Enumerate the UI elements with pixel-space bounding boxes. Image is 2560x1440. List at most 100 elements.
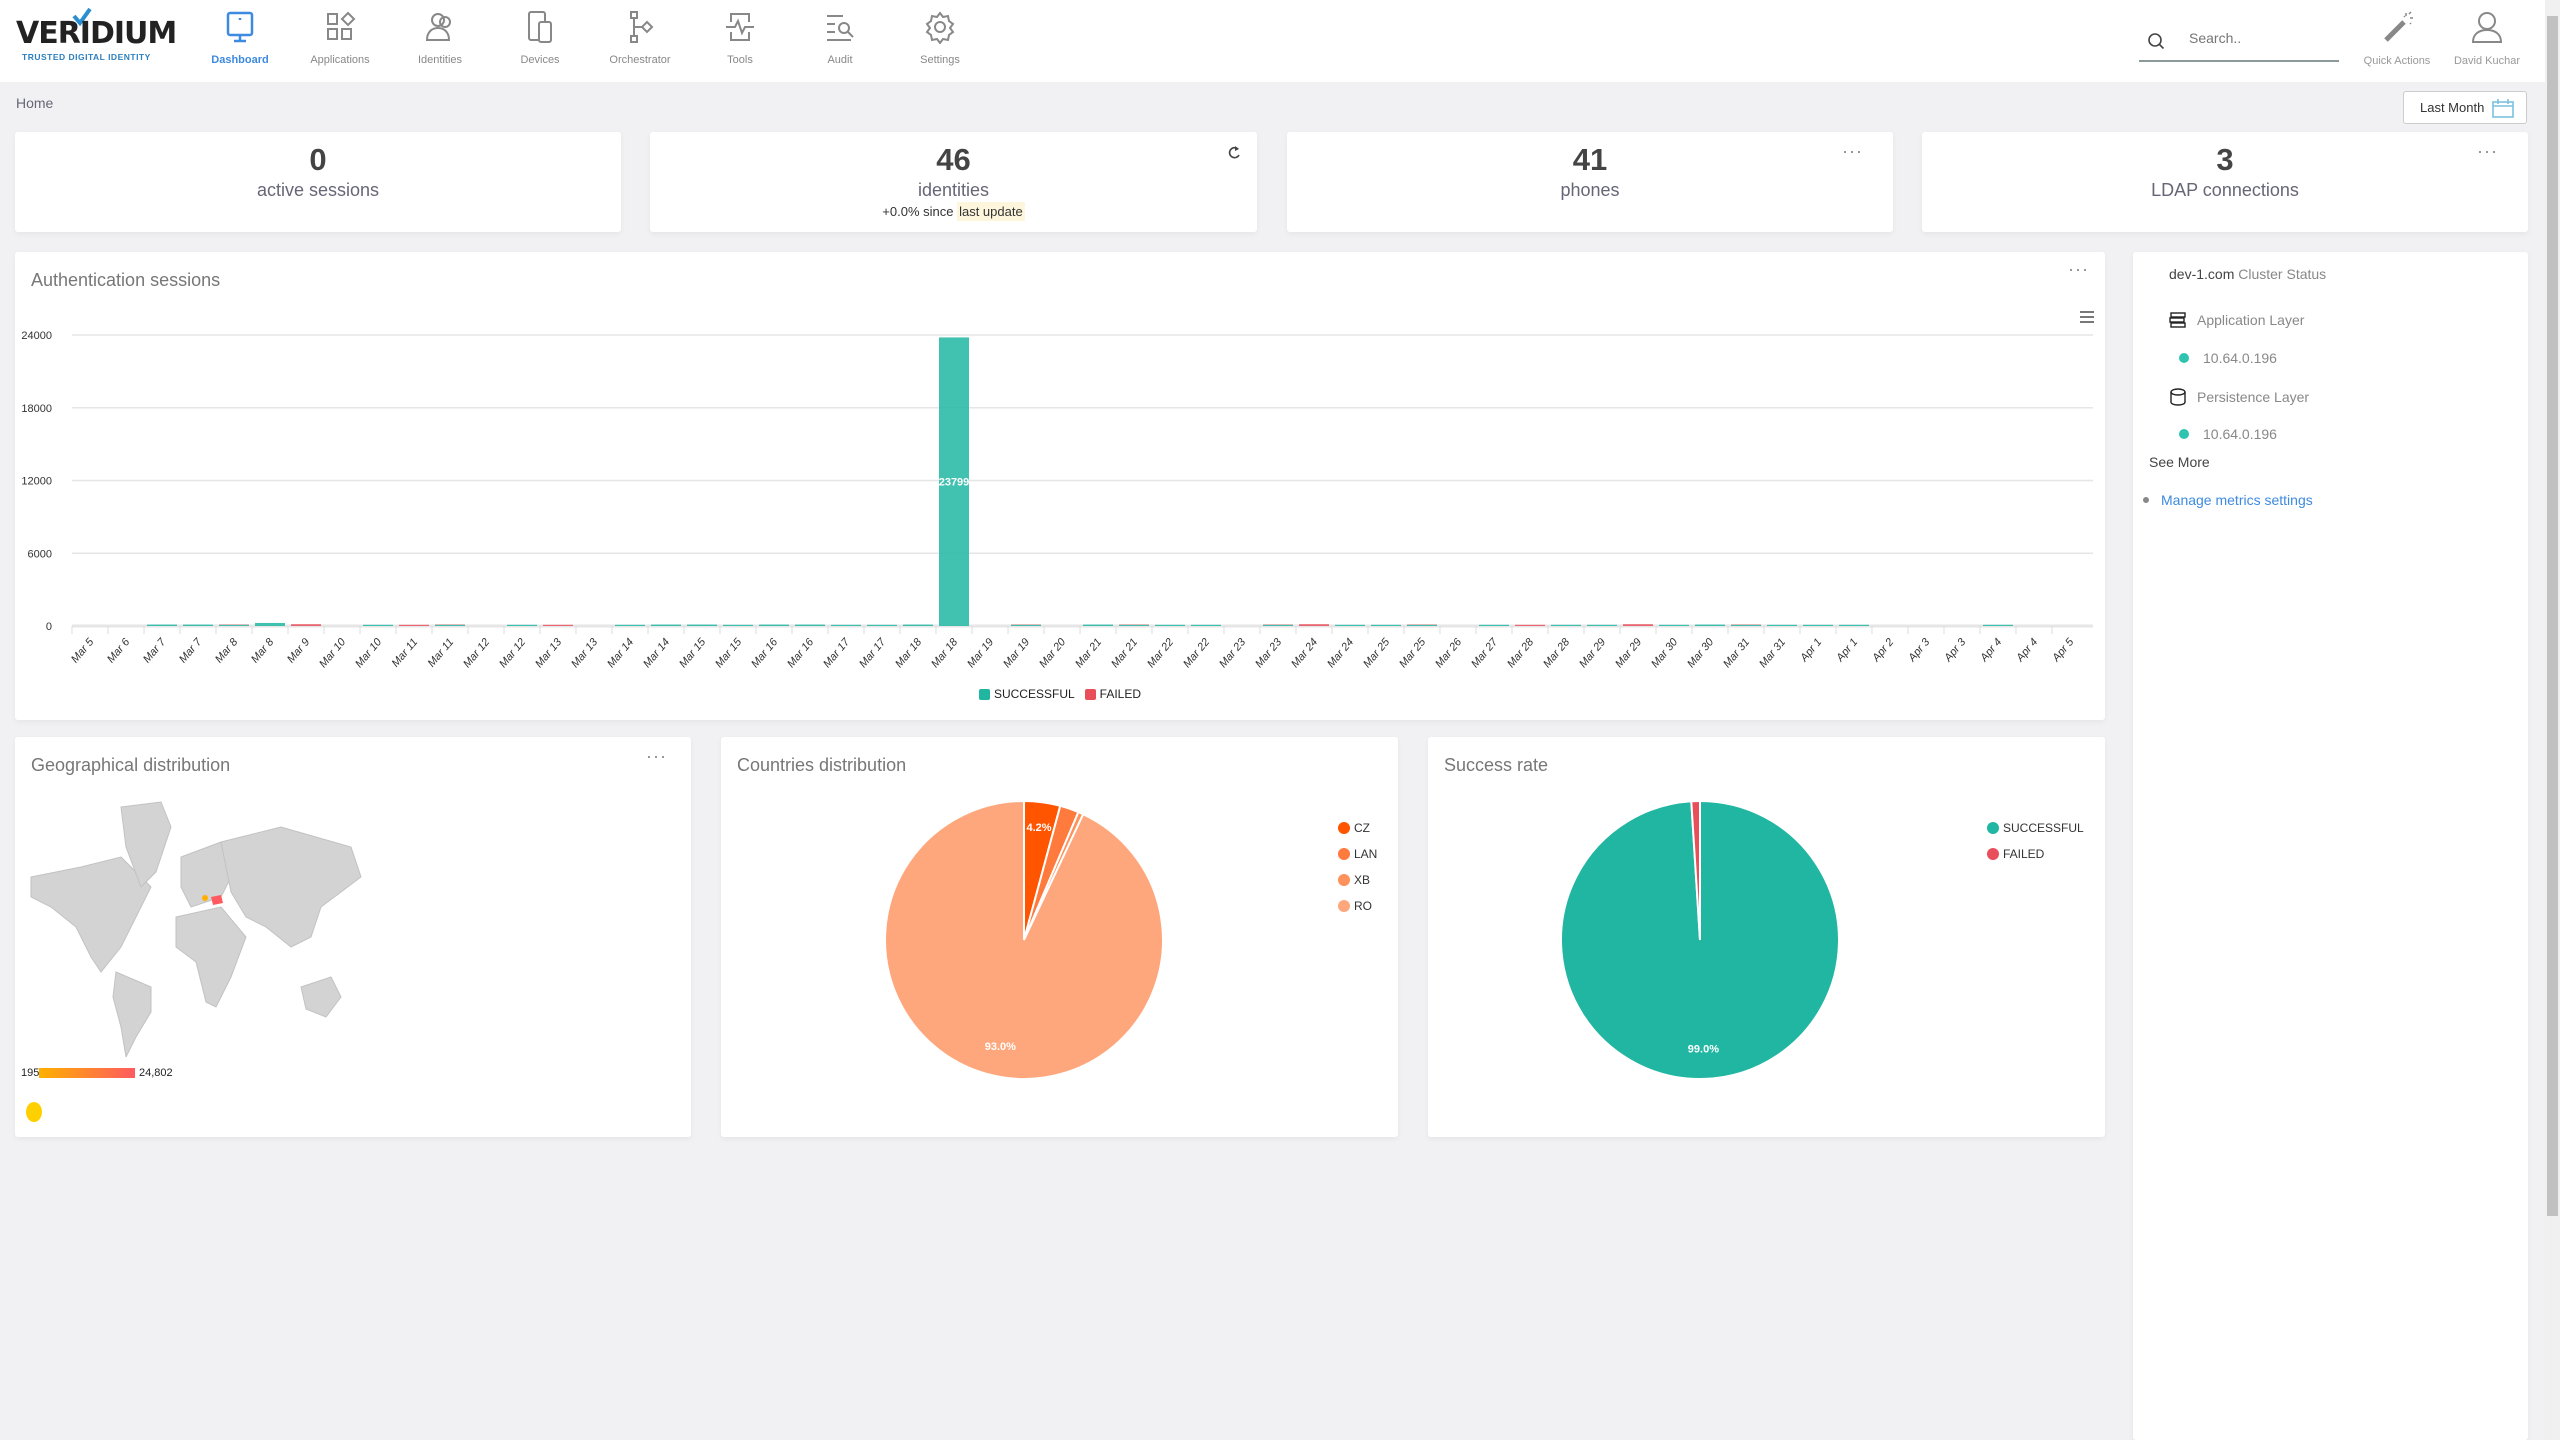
breadcrumb[interactable]: Home bbox=[16, 95, 54, 111]
legend-failed[interactable]: FAILED bbox=[1987, 847, 2084, 861]
x-tick-label: Apr 3 bbox=[1906, 636, 1933, 665]
nav-label: Orchestrator bbox=[609, 54, 671, 66]
nav-devices[interactable]: Devices bbox=[500, 10, 580, 66]
quick-actions-button[interactable]: Quick Actions bbox=[2352, 10, 2442, 67]
chart-legend: SUCCESSFUL FAILED bbox=[15, 687, 2105, 701]
flow-icon bbox=[630, 11, 654, 43]
panel-title: Geographical distribution bbox=[31, 755, 231, 775]
persist-node: 10.64.0.196 bbox=[2179, 426, 2277, 442]
nav-orchestrator[interactable]: Orchestrator bbox=[600, 10, 680, 66]
x-tick-label: Mar 10 bbox=[353, 636, 385, 671]
nav-settings[interactable]: Settings bbox=[900, 10, 980, 66]
see-more-link[interactable]: See More bbox=[2149, 454, 2210, 470]
x-tick-label: Mar 24 bbox=[1325, 636, 1356, 670]
x-tick-label: Apr 4 bbox=[2014, 636, 2041, 665]
map-south-america[interactable] bbox=[112, 971, 152, 1057]
legend-lan[interactable]: LAN bbox=[1338, 847, 1377, 861]
x-tick-label: Mar 16 bbox=[785, 636, 817, 671]
x-tick-label: Mar 27 bbox=[1469, 636, 1501, 671]
x-tick-label: Mar 28 bbox=[1505, 636, 1537, 671]
apps-grid-icon bbox=[327, 11, 356, 40]
legend-label: XB bbox=[1354, 873, 1371, 887]
veridium-logo[interactable]: VERIDIUM TRUSTED DIGITAL IDENTITY bbox=[16, 8, 177, 62]
cluster-status-panel: dev-1.com Cluster Status Application Lay… bbox=[2133, 252, 2528, 1440]
nav-applications[interactable]: Applications bbox=[300, 10, 380, 66]
y-tick-label: 24000 bbox=[21, 330, 52, 342]
date-range-button[interactable]: Last Month bbox=[2403, 91, 2527, 124]
bullet-icon bbox=[2143, 497, 2149, 503]
map-africa[interactable] bbox=[175, 906, 247, 1008]
map-marker-cz[interactable] bbox=[202, 895, 208, 901]
map-north-america[interactable] bbox=[30, 856, 152, 973]
pie-slice-ro bbox=[884, 799, 1164, 1080]
x-tick-label: Mar 30 bbox=[1685, 636, 1717, 671]
more-options-icon[interactable]: ··· bbox=[2477, 141, 2498, 161]
legend-ro[interactable]: RO bbox=[1338, 899, 1377, 913]
map-greenland[interactable] bbox=[120, 801, 172, 888]
x-tick-label: Mar 25 bbox=[1397, 636, 1429, 671]
cluster-title: dev-1.com Cluster Status bbox=[2169, 266, 2326, 282]
legend-successful[interactable]: SUCCESSFUL bbox=[1987, 821, 2084, 835]
scrollbar-thumb[interactable] bbox=[2547, 16, 2558, 1216]
monitor-icon bbox=[226, 11, 254, 43]
x-tick-label: Mar 23 bbox=[1217, 636, 1249, 671]
cluster-title-text: Cluster Status bbox=[2238, 266, 2327, 282]
brand-tagline: TRUSTED DIGITAL IDENTITY bbox=[22, 52, 151, 62]
search-input[interactable] bbox=[2189, 30, 2329, 46]
legend-xb[interactable]: XB bbox=[1338, 873, 1377, 887]
bar-successful bbox=[1695, 624, 1725, 626]
stat-label: identities bbox=[917, 180, 990, 200]
magic-wand-icon bbox=[2384, 11, 2413, 42]
y-tick-label: 6000 bbox=[28, 548, 52, 560]
stat-card-ldap: 3 LDAP connections ··· bbox=[1922, 132, 2528, 232]
chart-menu-icon[interactable] bbox=[2079, 310, 2095, 324]
geo-distribution-panel: Geographical distribution ··· 195 24,802 bbox=[15, 737, 691, 1137]
x-tick-label: Mar 10 bbox=[317, 636, 349, 671]
map-asia[interactable] bbox=[220, 826, 362, 948]
nav-tools[interactable]: Tools bbox=[700, 10, 780, 66]
audit-search-icon bbox=[827, 15, 854, 41]
map-region-ro[interactable] bbox=[211, 895, 223, 905]
more-options-icon[interactable]: ··· bbox=[646, 746, 667, 766]
x-tick-label: Apr 5 bbox=[2050, 636, 2077, 665]
bar-successful bbox=[723, 624, 753, 626]
map-australia[interactable] bbox=[300, 976, 342, 1018]
x-tick-label: Mar 14 bbox=[605, 636, 636, 670]
x-tick-label: Mar 20 bbox=[1037, 636, 1069, 671]
x-tick-label: Mar 14 bbox=[641, 636, 672, 670]
x-tick-label: Mar 15 bbox=[713, 636, 745, 671]
x-tick-label: Mar 30 bbox=[1649, 636, 1681, 671]
legend-failed[interactable]: FAILED bbox=[1084, 687, 1141, 701]
legend-label: SUCCESSFUL bbox=[993, 687, 1075, 701]
user-menu-button[interactable]: David Kuchar bbox=[2442, 10, 2532, 67]
nav-identities[interactable]: Identities bbox=[400, 10, 480, 66]
manage-metrics-item: Manage metrics settings bbox=[2143, 492, 2313, 508]
x-tick-label: Mar 13 bbox=[569, 636, 601, 671]
server-stack-icon bbox=[2169, 312, 2186, 328]
user-name: David Kuchar bbox=[2453, 55, 2521, 67]
bar-successful bbox=[939, 337, 969, 626]
app-node: 10.64.0.196 bbox=[2179, 350, 2277, 366]
legend-successful[interactable]: SUCCESSFUL bbox=[978, 687, 1075, 701]
stat-change: +0.0% since last update bbox=[650, 202, 1257, 221]
legend-cz[interactable]: CZ bbox=[1338, 821, 1377, 835]
date-range-label: Last Month bbox=[2420, 100, 2485, 115]
x-tick-label: Apr 3 bbox=[1942, 636, 1969, 665]
nav-dashboard[interactable]: Dashboard bbox=[200, 10, 280, 66]
search-box[interactable] bbox=[2139, 24, 2339, 62]
cluster-domain: dev-1.com bbox=[2169, 266, 2235, 282]
manage-metrics-link[interactable]: Manage metrics settings bbox=[2161, 492, 2313, 508]
world-map[interactable] bbox=[21, 797, 461, 1057]
pie-data-label: 4.2% bbox=[1026, 822, 1051, 834]
x-tick-label: Apr 1 bbox=[1798, 636, 1825, 665]
bar-successful bbox=[867, 624, 897, 626]
more-options-icon[interactable]: ··· bbox=[1842, 141, 1863, 161]
legend-dot-icon bbox=[1338, 874, 1350, 886]
nav-audit[interactable]: Audit bbox=[800, 10, 880, 66]
refresh-icon[interactable] bbox=[1227, 145, 1241, 161]
stat-card-identities: 46 identities +0.0% since last update bbox=[650, 132, 1257, 232]
page-scrollbar[interactable] bbox=[2545, 0, 2560, 1440]
x-tick-label: Mar 19 bbox=[1001, 636, 1032, 670]
more-options-icon[interactable]: ··· bbox=[2068, 259, 2089, 279]
success-rate-pie-chart: 99.0% bbox=[1560, 799, 1840, 1080]
